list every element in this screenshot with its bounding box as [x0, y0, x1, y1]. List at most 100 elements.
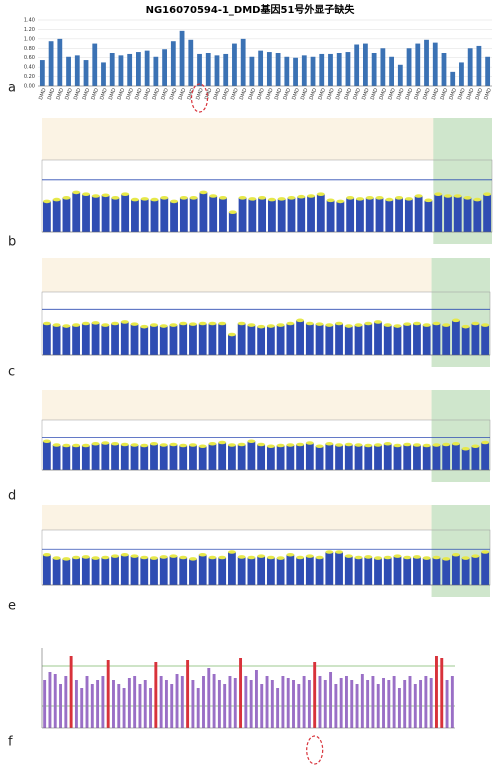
bar-cap [374, 443, 382, 447]
bar [329, 672, 333, 728]
bar-cap [336, 199, 345, 204]
bar-cap [365, 196, 374, 200]
bar-cap [179, 321, 188, 326]
bar-cap [413, 321, 421, 326]
bar-cap [444, 194, 452, 198]
bar [452, 554, 460, 585]
bar-cap [228, 332, 236, 337]
bar-cap [257, 442, 266, 447]
bar [463, 197, 472, 232]
bar-cap [42, 199, 51, 204]
x-tick-label: DMD [413, 87, 423, 100]
bar [315, 557, 324, 585]
bar [159, 445, 168, 470]
x-tick-label: DMD [457, 87, 467, 100]
bar [223, 684, 227, 728]
bar-cap [344, 442, 353, 447]
bar [355, 684, 359, 728]
bar [452, 443, 460, 470]
y-tick-label: 1.00 [24, 36, 35, 42]
bar [364, 556, 373, 585]
bar [344, 676, 348, 728]
x-tick-label: DMD [352, 87, 362, 100]
bar [101, 195, 110, 232]
y-tick-label: 0.00 [24, 84, 35, 90]
bar [219, 197, 227, 232]
x-tick-label: DMD [370, 87, 380, 100]
bar [481, 552, 490, 585]
bar [485, 56, 491, 86]
bar [383, 443, 392, 470]
bar [307, 680, 311, 728]
bar [258, 50, 264, 86]
bar [72, 557, 80, 585]
bar [339, 678, 343, 728]
bar-cap [111, 554, 119, 558]
bar-cap [286, 321, 295, 326]
bar [415, 43, 421, 86]
bar [276, 445, 285, 470]
bar [424, 676, 428, 728]
bar [91, 558, 100, 585]
bar [334, 684, 338, 728]
bar [325, 552, 334, 585]
bar [120, 321, 129, 355]
x-tick-label: DMD [178, 87, 188, 100]
bar-cap [42, 552, 51, 557]
bar-cap [364, 443, 373, 448]
bar [83, 60, 89, 86]
header-band [42, 258, 490, 292]
bar [473, 199, 482, 232]
bar [286, 445, 295, 470]
bar-cap [42, 321, 51, 326]
bar-cap [296, 318, 304, 323]
bar [199, 192, 208, 232]
bar-cap [130, 554, 139, 558]
bar [471, 323, 480, 355]
bar-cap [374, 556, 382, 560]
bar [365, 197, 374, 232]
bar [335, 552, 343, 585]
bar [136, 52, 141, 86]
bar-cap [150, 197, 159, 202]
bar-cap [463, 196, 472, 200]
bar-cap [473, 197, 482, 202]
bar-cap [257, 324, 266, 329]
bar-cap [189, 322, 197, 326]
x-tick-label: DMD [134, 87, 144, 100]
bar-cap [111, 321, 119, 326]
bar [257, 556, 266, 585]
bar [170, 201, 178, 232]
bar-cap [52, 323, 61, 327]
bar-cap [452, 552, 460, 557]
bar [64, 676, 68, 728]
bar [287, 197, 296, 232]
bar [111, 323, 119, 355]
bar [429, 678, 433, 728]
bar-cap [62, 196, 71, 200]
bar [214, 55, 220, 86]
bar [42, 441, 51, 470]
bar-cap [383, 323, 392, 327]
bar-cap [442, 557, 451, 561]
bar [397, 688, 401, 728]
y-tick-label: 0.60 [24, 55, 35, 61]
bar-cap [101, 441, 110, 445]
bar-cap [91, 556, 100, 560]
x-tick-label: DMD [204, 87, 214, 100]
bar [111, 443, 119, 470]
bar [153, 56, 159, 86]
bar [101, 676, 105, 728]
bar [143, 680, 147, 728]
bar-cap [120, 320, 129, 324]
bar [212, 674, 216, 728]
bar-cap [315, 555, 324, 560]
bar [254, 670, 258, 728]
bar [297, 684, 301, 728]
bar [62, 197, 71, 232]
bar [403, 680, 407, 728]
bar-cap [159, 555, 168, 559]
bar [452, 320, 460, 355]
bar [266, 557, 275, 585]
bar-cap [130, 443, 139, 447]
